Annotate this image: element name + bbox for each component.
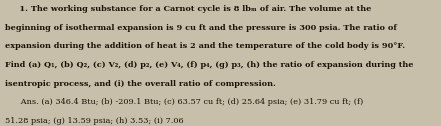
Text: beginning of isothermal expansion is 9 cu ft and the pressure is 300 psia. The r: beginning of isothermal expansion is 9 c…: [5, 24, 397, 32]
Text: Find (a) Q₁, (b) Q₂, (c) V₂, (d) p₂, (e) V₄, (f) p₄, (g) p₃, (h) the ratio of ex: Find (a) Q₁, (b) Q₂, (c) V₂, (d) p₂, (e)…: [5, 61, 414, 69]
Text: 51.28 psia; (g) 13.59 psia; (h) 3.53; (i) 7.06: 51.28 psia; (g) 13.59 psia; (h) 3.53; (i…: [5, 117, 184, 125]
Text: 1. The working substance for a Carnot cycle is 8 lbₘ of air. The volume at the: 1. The working substance for a Carnot cy…: [5, 5, 372, 13]
Text: Ans. (a) 346.4 Btu; (b) -209.1 Btu; (c) 63.57 cu ft; (d) 25.64 psia; (e) 31.79 c: Ans. (a) 346.4 Btu; (b) -209.1 Btu; (c) …: [5, 98, 363, 106]
Text: expansion during the addition of heat is 2 and the temperature of the cold body : expansion during the addition of heat is…: [5, 42, 405, 50]
Text: isentropic process, and (i) the overall ratio of compression.: isentropic process, and (i) the overall …: [5, 80, 276, 88]
